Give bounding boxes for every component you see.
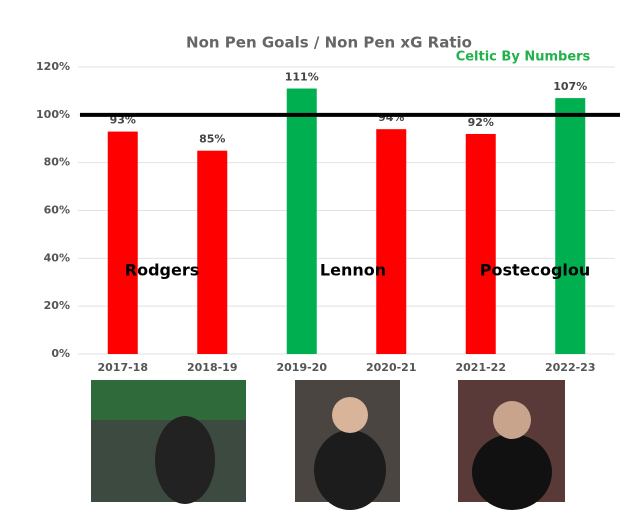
bar — [555, 98, 586, 354]
photos — [91, 380, 565, 510]
y-tick-label: 80% — [44, 156, 70, 169]
bar — [107, 131, 138, 354]
value-label: 107% — [553, 80, 587, 93]
y-tick-label: 60% — [44, 204, 70, 217]
bar — [197, 150, 228, 354]
y-tick-label: 100% — [36, 108, 70, 121]
manager-label: Rodgers — [125, 261, 199, 280]
y-tick-label: 20% — [44, 299, 70, 312]
value-label: 92% — [468, 116, 494, 129]
photo-face — [493, 401, 531, 439]
photo-figure — [155, 416, 215, 504]
y-tick-label: 0% — [51, 347, 70, 360]
bar — [465, 133, 496, 354]
x-tick-label: 2020-21 — [366, 361, 417, 374]
y-tick-label: 40% — [44, 251, 70, 264]
x-tick-label: 2021-22 — [456, 361, 507, 374]
manager-label: Lennon — [320, 261, 386, 280]
x-tick-label: 2022-23 — [545, 361, 596, 374]
x-tick-label: 2017-18 — [98, 361, 149, 374]
photo-figure — [472, 434, 552, 510]
value-label: 85% — [199, 133, 225, 146]
manager-label: Postecoglou — [480, 261, 591, 280]
chart-title: Non Pen Goals / Non Pen xG Ratio — [186, 34, 472, 52]
x-tick-label: 2018-19 — [187, 361, 238, 374]
value-label: 111% — [285, 71, 319, 84]
bar — [376, 129, 407, 354]
chart-subtitle: Celtic By Numbers — [456, 50, 591, 65]
photo-figure — [314, 430, 386, 510]
x-tick-label: 2019-20 — [277, 361, 328, 374]
bar — [286, 88, 317, 355]
photo-backdrop — [91, 380, 246, 420]
y-tick-label: 120% — [36, 60, 70, 73]
photo-face — [332, 397, 368, 433]
